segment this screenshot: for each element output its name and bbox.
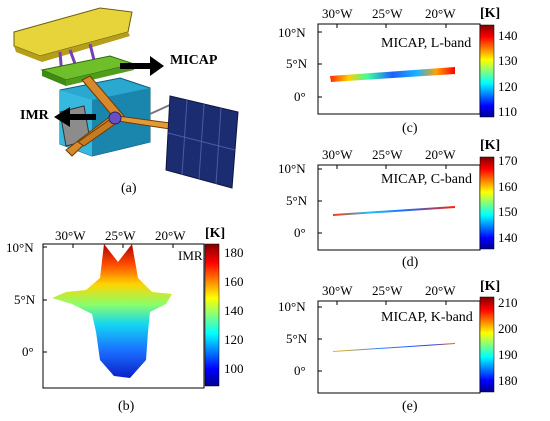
panel-d-map bbox=[317, 156, 495, 251]
panel-d-label: MICAP, C-band bbox=[381, 172, 473, 187]
panel-b-label: IMR bbox=[178, 248, 203, 263]
panel-c-xtick-3: 20°W bbox=[425, 6, 456, 21]
panel-e-xtick-1: 30°W bbox=[322, 283, 353, 298]
panel-e-cbtick-4: 180 bbox=[498, 373, 518, 388]
kband-swath bbox=[333, 343, 455, 352]
panel-c-map bbox=[317, 23, 495, 118]
panel-d-letter: (d) bbox=[402, 255, 419, 270]
panel-d-cbtick-3: 150 bbox=[498, 204, 518, 219]
solar-panel bbox=[149, 95, 239, 189]
panel-b-cbtick-3: 140 bbox=[224, 303, 244, 318]
panel-b-ytick-2: 5°N bbox=[14, 292, 36, 307]
satellite-illustration bbox=[13, 7, 239, 189]
panel-e-cbtick-3: 190 bbox=[498, 347, 518, 362]
panel-b-ytick-1: 10°N bbox=[6, 240, 34, 255]
panel-b-cbtick-4: 120 bbox=[224, 332, 244, 347]
panel-e-ytick-1: 10°N bbox=[278, 299, 306, 314]
panel-d-ytick-2: 5°N bbox=[286, 193, 308, 208]
micap-label: MICAP bbox=[170, 53, 218, 68]
panel-d-cbtick-1: 170 bbox=[498, 153, 518, 168]
panel-b-ytick-3: 0° bbox=[22, 344, 34, 359]
panel-c-xtick-1: 30°W bbox=[322, 6, 353, 21]
panel-b-letter: (b) bbox=[118, 399, 135, 414]
imr-instrument bbox=[65, 75, 179, 157]
panel-e-cbtick-2: 200 bbox=[498, 321, 518, 336]
imr-swath bbox=[52, 244, 172, 378]
panel-b-xtick-2: 25°W bbox=[105, 228, 136, 243]
panel-c-cbtick-1: 140 bbox=[498, 28, 518, 43]
panel-e-letter: (e) bbox=[402, 399, 418, 414]
panel-e-cbtick-1: 210 bbox=[498, 295, 518, 310]
panel-e-ytick-3: 0° bbox=[294, 363, 306, 378]
panel-c-label: MICAP, L-band bbox=[381, 36, 472, 51]
imr-arrow bbox=[54, 107, 96, 127]
panel-c-ytick-1: 10°N bbox=[278, 25, 306, 40]
panel-d-cbtick-2: 160 bbox=[498, 179, 518, 194]
panel-e-map bbox=[317, 296, 495, 394]
micap-arrow bbox=[120, 56, 164, 76]
panel-b-xtick-1: 30°W bbox=[55, 228, 86, 243]
panel-d-xtick-3: 20°W bbox=[425, 147, 456, 162]
panel-c-cbtick-2: 130 bbox=[498, 53, 518, 68]
cband-swath bbox=[333, 206, 455, 216]
panel-c-ytick-3: 0° bbox=[294, 89, 306, 104]
panel-d-cbtick-4: 140 bbox=[498, 230, 518, 245]
panel-e-unit: [K] bbox=[480, 279, 501, 294]
panel-a-letter: (a) bbox=[121, 181, 137, 196]
panel-b-xtick-3: 20°W bbox=[155, 228, 186, 243]
panel-b-map bbox=[42, 243, 220, 389]
panel-b-unit: [K] bbox=[205, 226, 226, 241]
panel-e-xtick-2: 25°W bbox=[372, 283, 403, 298]
panel-d-ytick-1: 10°N bbox=[278, 161, 306, 176]
lband-swath bbox=[330, 67, 455, 82]
panel-d-xtick-1: 30°W bbox=[322, 147, 353, 162]
panel-c-letter: (c) bbox=[402, 121, 418, 136]
panel-d-ytick-3: 0° bbox=[294, 225, 306, 240]
panel-d-xtick-2: 25°W bbox=[372, 147, 403, 162]
panel-b-cbtick-1: 180 bbox=[224, 245, 244, 260]
panel-c-unit: [K] bbox=[480, 6, 501, 21]
panel-c-cbtick-3: 120 bbox=[498, 79, 518, 94]
panel-b-cbtick-5: 100 bbox=[224, 361, 244, 376]
panel-e-xtick-3: 20°W bbox=[425, 283, 456, 298]
panel-e-label: MICAP, K-band bbox=[381, 310, 473, 325]
panel-c-ytick-2: 5°N bbox=[286, 56, 308, 71]
imr-label: IMR bbox=[20, 108, 49, 123]
panel-b-cbtick-2: 160 bbox=[224, 274, 244, 289]
panel-d-unit: [K] bbox=[480, 138, 501, 153]
panel-e-ytick-2: 5°N bbox=[286, 331, 308, 346]
panel-c-xtick-2: 25°W bbox=[372, 6, 403, 21]
panel-c-cbtick-4: 110 bbox=[498, 104, 518, 119]
